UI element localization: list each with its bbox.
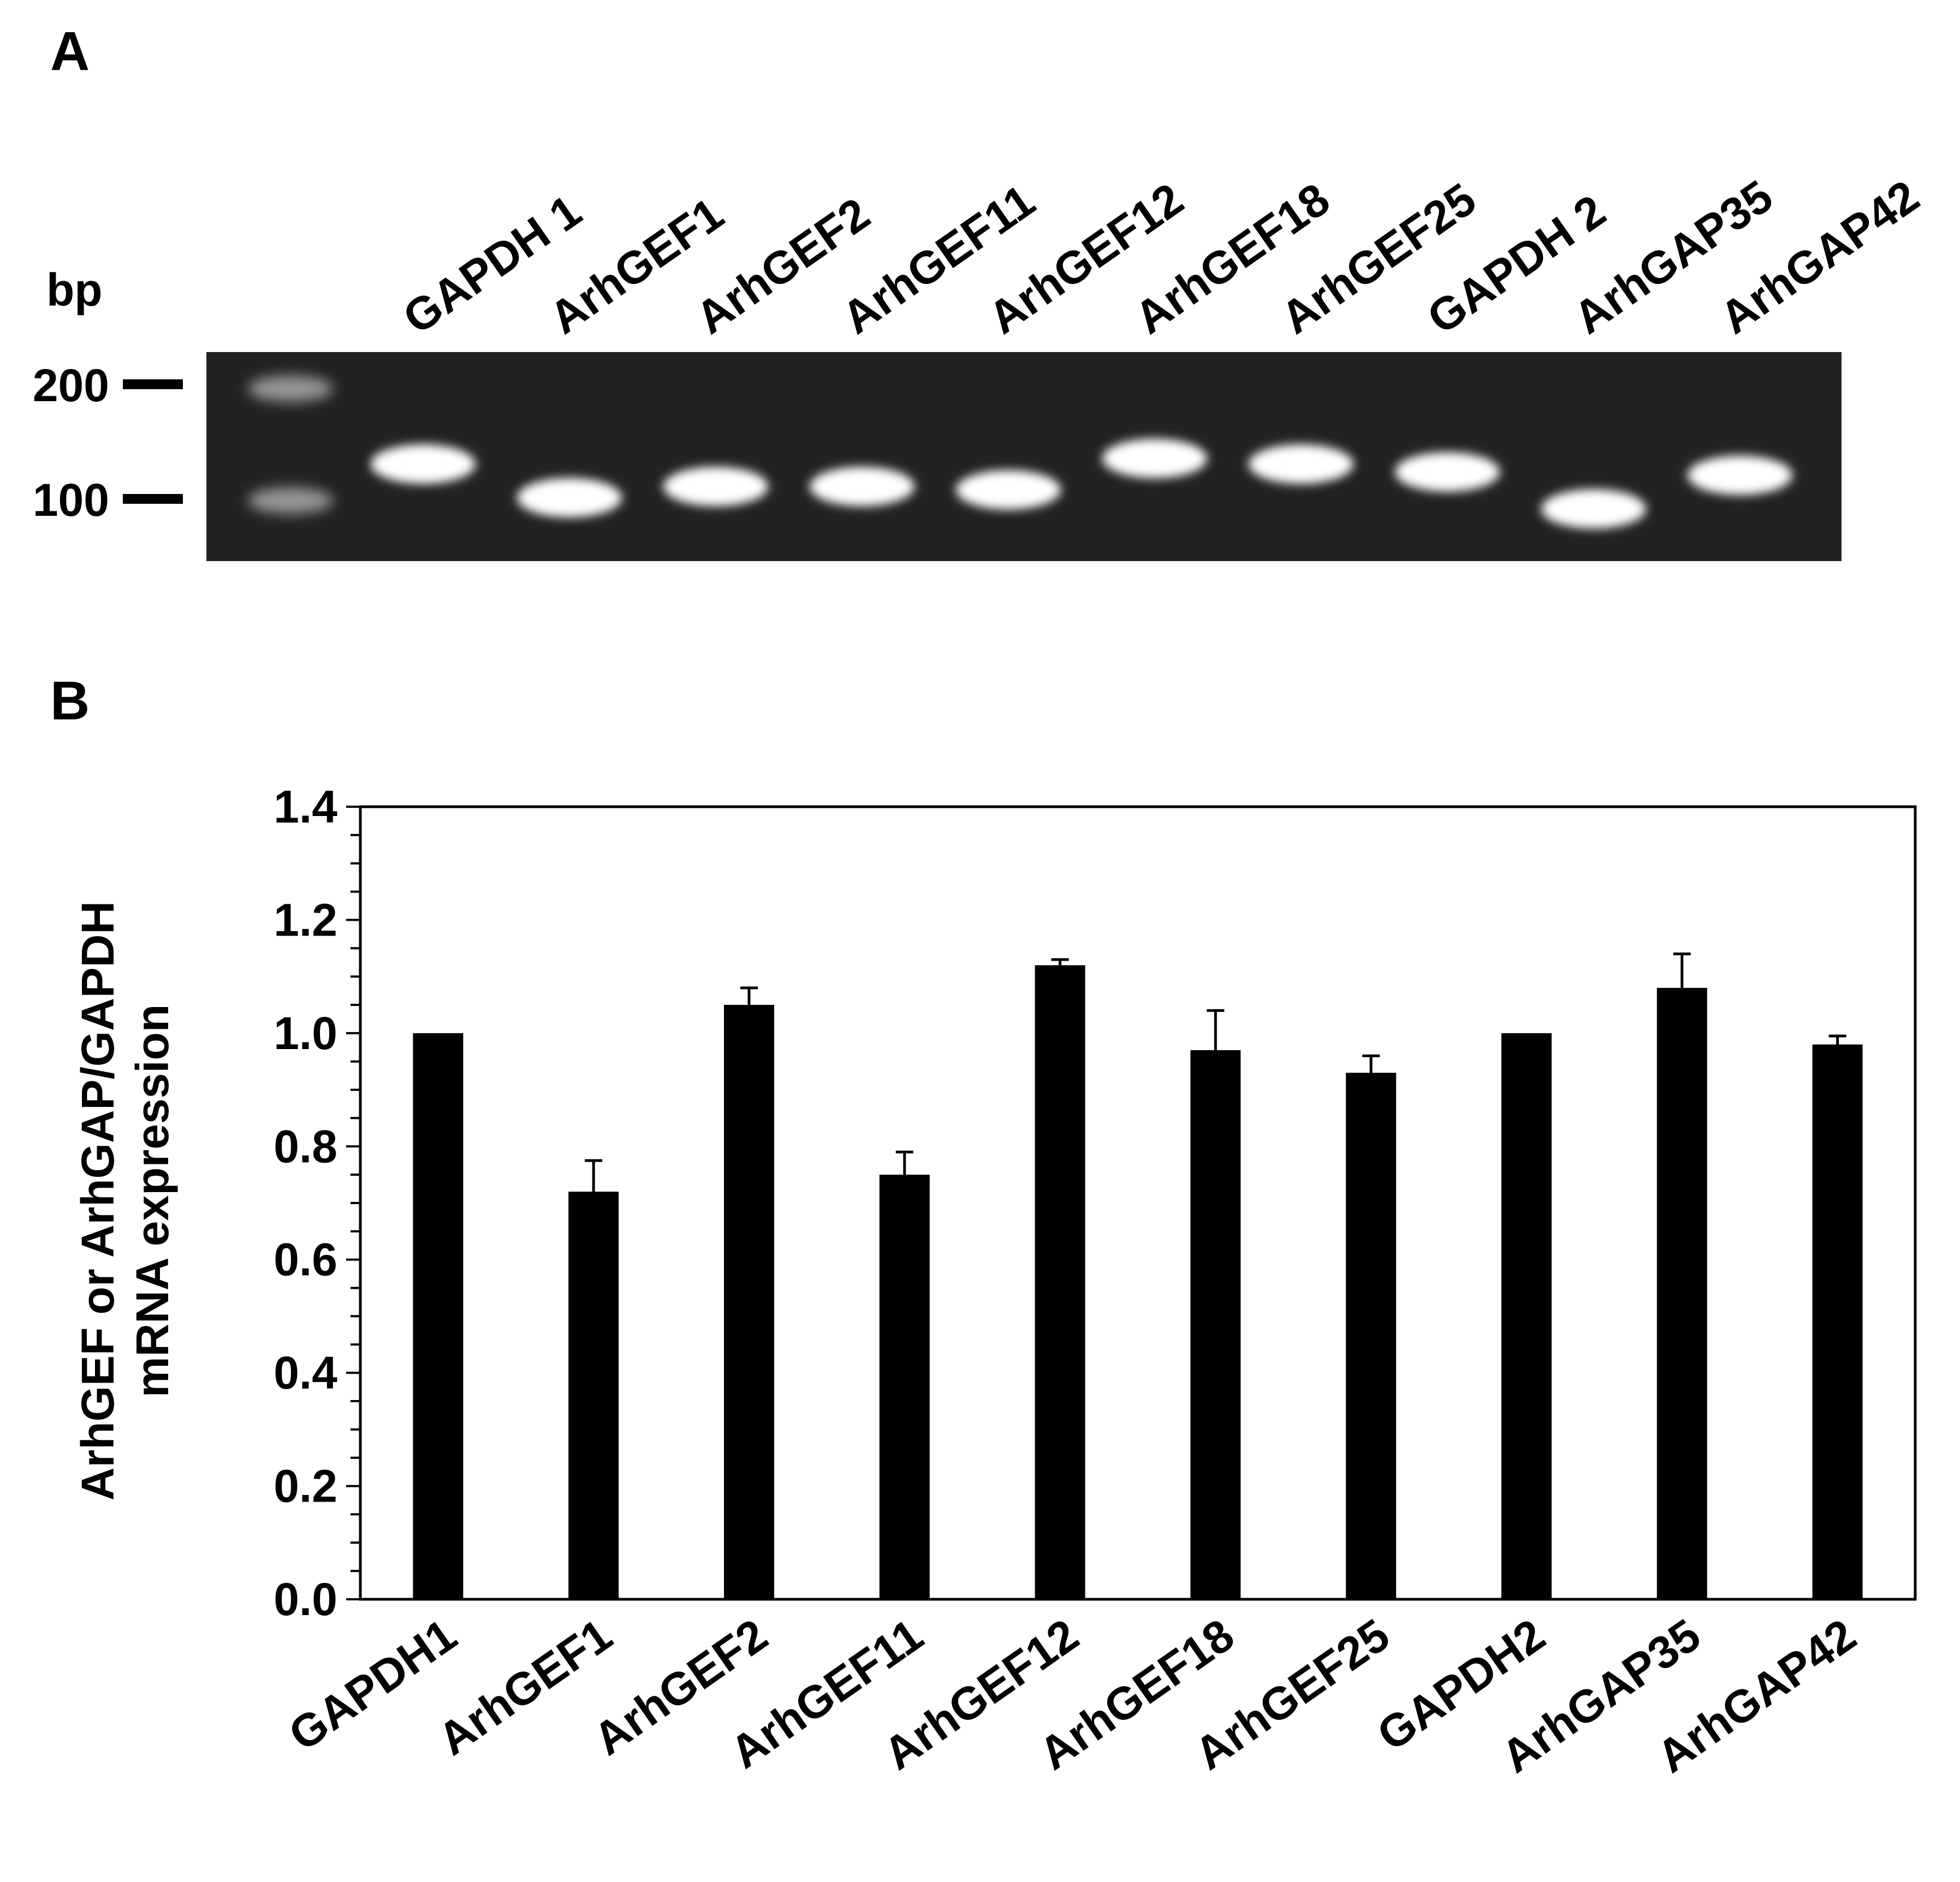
y-tick-label: 0.2: [274, 1461, 337, 1512]
bar: [1035, 965, 1085, 1599]
panel-b-label: B: [50, 670, 90, 731]
bar: [1656, 987, 1707, 1599]
gel-band: [956, 470, 1061, 510]
y-axis-title-line1: ArhGEF or ArhGAP/GAPDH: [72, 901, 123, 1500]
bar: [1346, 1073, 1397, 1599]
bars: [413, 952, 1863, 1599]
bar: [1190, 1050, 1241, 1599]
y-tick-label: 0.0: [274, 1574, 337, 1625]
panel-a-label: A: [50, 21, 90, 82]
gel-band: [1395, 452, 1500, 492]
gel-band: [663, 467, 768, 507]
y-tick-label: 1.4: [274, 781, 337, 832]
gel-band: [1249, 444, 1353, 484]
marker-tick-200: [123, 379, 183, 389]
y-tick-label: 0.8: [274, 1121, 337, 1172]
y-axis: 0.0 0.2 0.4 0.6 0.8 1.0 1.2 1.4: [274, 781, 360, 1625]
panel-b: B ArhGEF or ArhGAP/GAPDH mRNA expression…: [50, 670, 1917, 1783]
bar: [1812, 1044, 1863, 1599]
y-axis-title-line2: mRNA expression: [127, 1004, 178, 1397]
panel-a: A bp 200 100 GAPDH 1ArhGEF1ArhGEF2ArhGEF…: [33, 21, 1928, 561]
bar: [568, 1192, 619, 1599]
marker-tick-100: [123, 494, 183, 504]
marker-label-200: 200: [33, 360, 109, 411]
gel-bands: [248, 376, 1792, 529]
gel-image: [206, 352, 1842, 561]
x-axis-labels: GAPDH1ArhGEF1ArhGEF2ArhGEF11ArhGEF12ArhG…: [280, 1609, 1865, 1783]
ladder-band-100: [248, 487, 333, 514]
bar: [879, 1175, 930, 1599]
lane-labels: GAPDH 1ArhGEF1ArhGEF2ArhGEF11ArhGEF12Arh…: [394, 170, 1928, 344]
y-axis-title: ArhGEF or ArhGAP/GAPDH mRNA expression: [72, 901, 178, 1500]
bp-unit-label: bp: [46, 264, 103, 315]
y-tick-label: 1.2: [274, 894, 337, 945]
bar: [724, 1005, 774, 1599]
y-tick-label: 0.6: [274, 1234, 337, 1285]
bar: [1501, 1033, 1552, 1599]
gel-band: [1541, 489, 1646, 529]
marker-label-100: 100: [33, 474, 109, 526]
y-tick-label: 0.4: [274, 1347, 337, 1398]
x-tick-label: GAPDH1: [280, 1609, 466, 1761]
x-tick-label: ArhGEF1: [429, 1609, 621, 1765]
y-tick-label: 1.0: [274, 1008, 337, 1059]
gel-band: [1688, 455, 1792, 495]
bar: [413, 1033, 464, 1599]
gel-band: [517, 478, 622, 517]
gel-band: [1102, 439, 1207, 478]
gel-band: [371, 444, 476, 484]
gel-band: [810, 467, 914, 507]
ladder-band-200: [248, 376, 333, 402]
